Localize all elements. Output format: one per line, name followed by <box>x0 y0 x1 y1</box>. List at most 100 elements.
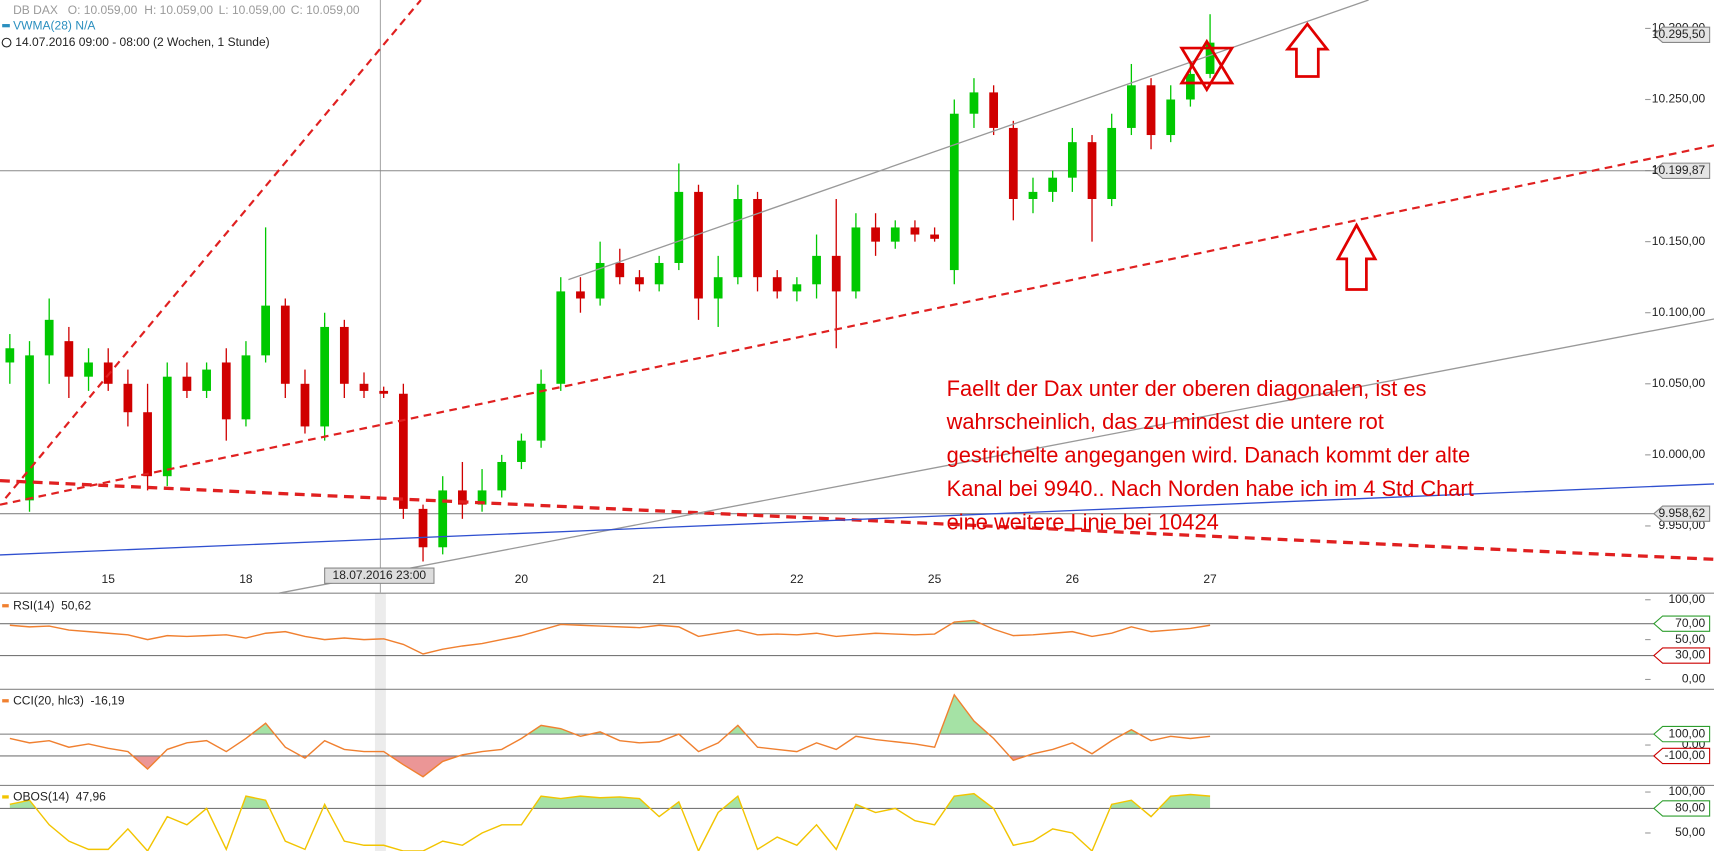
legend-swatch <box>2 24 10 28</box>
star <box>1179 38 1235 85</box>
indicator-line <box>9 693 1211 778</box>
annotation: eine weitere Linie bei 10424 <box>947 509 1219 534</box>
plot-area: 9.950,0010.000,0010.050,0010.100,0010.15… <box>0 14 1711 851</box>
arrow-up <box>1284 21 1330 78</box>
candle-body <box>949 113 959 271</box>
ohlc-high: H: 10.059,00 <box>144 3 213 17</box>
indicator-title: CCI(20, hlc3) <box>13 694 84 708</box>
annotation: gestrichelte angegangen wird. Danach kom… <box>947 443 1471 468</box>
value-tag-label: 100,00 <box>1668 726 1705 740</box>
candle-body <box>851 227 861 292</box>
annotation: Faellt der Dax unter der oberen diagonal… <box>947 376 1427 401</box>
x-tick-label: 22 <box>790 572 804 586</box>
annotation: wahrscheinlich, das zu mindest die unter… <box>946 409 1384 434</box>
candle-body <box>635 277 644 285</box>
value-tag-label: 10.199,87 <box>1652 163 1706 177</box>
candle-body <box>1107 127 1117 200</box>
candle-body <box>674 191 684 263</box>
y-tick-label: 50,00 <box>1675 825 1705 839</box>
candle-body <box>64 341 74 377</box>
candle-body <box>1126 85 1136 128</box>
candle-body <box>202 369 211 391</box>
candle-body <box>595 262 605 299</box>
symbol: DB DAX <box>13 3 58 17</box>
drawings <box>0 0 1714 594</box>
y-tick-label: 10.250,00 <box>1652 92 1706 106</box>
value-tag <box>1653 26 1711 44</box>
y-tick-label: 0,00 <box>1682 672 1706 686</box>
candle-body <box>890 227 900 242</box>
indicator-value: 47,96 <box>76 790 106 804</box>
candle-body <box>713 277 723 299</box>
value-tag <box>1653 162 1711 179</box>
candle-body <box>84 362 93 377</box>
candle-body <box>438 490 448 548</box>
value-tag <box>1653 747 1711 765</box>
channel-line <box>568 0 1369 281</box>
candle-body <box>418 508 428 548</box>
candle-body <box>123 383 133 413</box>
y-tick-label: 10.100,00 <box>1652 305 1706 319</box>
x-tick-label: 27 <box>1203 572 1217 586</box>
x-tick-label: 21 <box>652 572 666 586</box>
indicator-title: OBOS(14) <box>13 790 69 804</box>
candle-body <box>162 376 172 477</box>
candle-body <box>1087 142 1097 200</box>
candle-body <box>753 199 762 278</box>
candle-body <box>320 326 330 427</box>
candle-body <box>556 291 566 384</box>
overbought-fill <box>9 620 1211 624</box>
candle-body <box>772 277 782 292</box>
cursor-band <box>374 593 386 851</box>
candle-body <box>280 305 290 384</box>
arrow-up <box>1335 222 1378 291</box>
value-tag-label: 30,00 <box>1675 648 1705 662</box>
candle-body <box>871 227 880 242</box>
value-tag-label: 70,00 <box>1675 616 1705 630</box>
candle-body <box>1186 73 1195 100</box>
candle-body <box>694 191 703 299</box>
candle-body <box>379 390 389 394</box>
candle-body <box>143 412 152 477</box>
indicator-name: VWMA(28) <box>13 18 72 32</box>
candle-body <box>831 255 841 292</box>
value-tag <box>1653 800 1711 817</box>
candle-body <box>398 393 408 509</box>
candle-body <box>5 348 15 363</box>
candle-body <box>477 490 487 505</box>
value-tag <box>1653 725 1711 743</box>
candle-body <box>182 376 192 391</box>
period: 14.07.2016 09:00 - 08:00 (2 Wochen, 1 St… <box>15 35 269 49</box>
indicator-title: RSI(14) <box>13 598 54 612</box>
candle-body <box>812 255 821 285</box>
legend-swatch <box>2 699 9 703</box>
candle-body <box>221 362 231 420</box>
indicator-value: N/A <box>75 18 95 32</box>
overbought-fill <box>9 793 1211 809</box>
candle-body <box>497 461 507 491</box>
value-tag-label: 10.295,50 <box>1652 27 1706 41</box>
indicator-value: -16,19 <box>90 694 124 708</box>
candle-body <box>1028 191 1038 200</box>
oversold-fill <box>9 655 1211 656</box>
x-tick-label: 15 <box>102 572 116 586</box>
x-tick-label: 26 <box>1066 572 1080 586</box>
candle-body <box>1008 127 1018 200</box>
candle-body <box>536 383 546 441</box>
candle-body <box>1067 142 1077 178</box>
indicator-line <box>9 792 1211 851</box>
channel-line <box>278 318 1714 594</box>
indicator-line <box>9 619 1211 655</box>
candle-body <box>359 383 369 391</box>
ohlc-open: O: 10.059,00 <box>68 3 138 17</box>
ohlc-low: L: 10.059,00 <box>219 3 286 17</box>
y-tick-label: 10.000,00 <box>1652 447 1706 461</box>
candle-body <box>241 355 251 420</box>
candle-body <box>989 92 999 128</box>
value-tag-label: 9.958,62 <box>1658 506 1705 520</box>
y-tick-label: 100,00 <box>1668 592 1705 606</box>
value-tag <box>1653 615 1711 632</box>
candle-body <box>103 362 113 384</box>
candle-body <box>517 440 526 462</box>
